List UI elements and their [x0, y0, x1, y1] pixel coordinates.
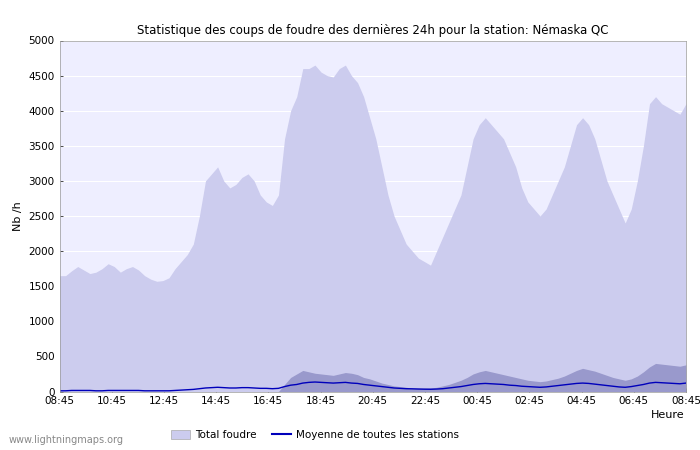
Text: Heure: Heure [651, 410, 685, 419]
Text: www.lightningmaps.org: www.lightningmaps.org [8, 435, 123, 445]
Y-axis label: Nb /h: Nb /h [13, 201, 23, 231]
Title: Statistique des coups de foudre des dernières 24h pour la station: Némaska QC: Statistique des coups de foudre des dern… [137, 23, 608, 36]
